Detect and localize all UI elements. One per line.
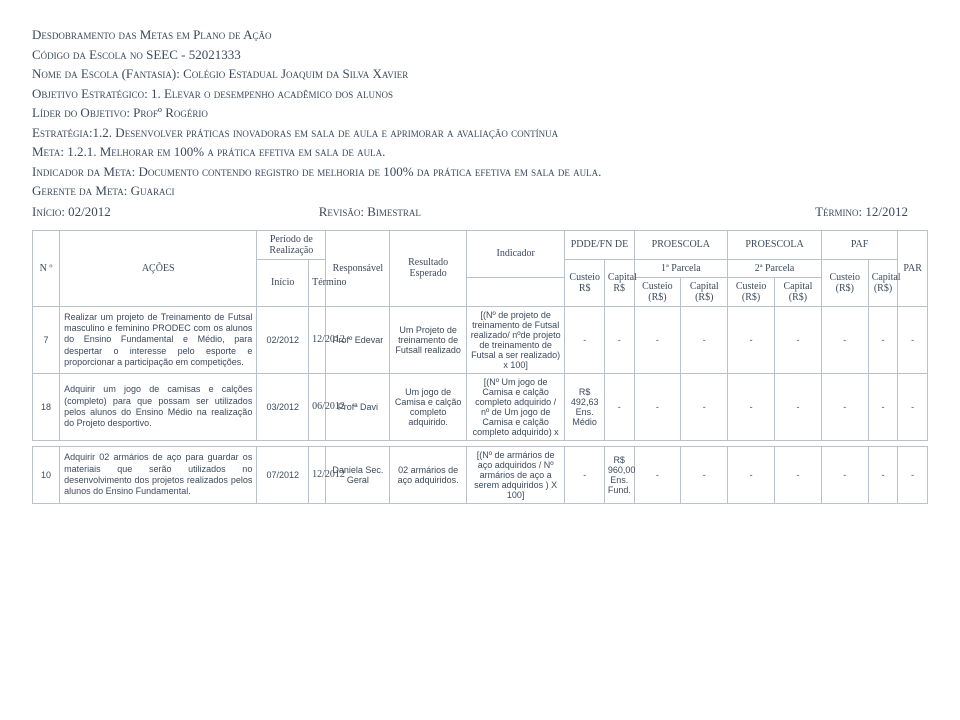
cell-c3: - bbox=[634, 373, 681, 440]
plan-table: N º AÇÕES Período de Realização Responsá… bbox=[32, 230, 928, 504]
cell-c3: - bbox=[634, 306, 681, 373]
table-row: 10 Adquirir 02 armários de aço para guar… bbox=[33, 446, 928, 503]
header-l6: Estratégia:1.2. Desenvolver práticas ino… bbox=[32, 124, 928, 142]
cell-res: 02 armários de aço adquiridos. bbox=[390, 446, 466, 503]
termino-label: Término: 12/2012 bbox=[641, 204, 928, 220]
cell-c2: - bbox=[604, 373, 634, 440]
table-head: N º AÇÕES Período de Realização Responsá… bbox=[33, 230, 928, 306]
cell-c4: - bbox=[681, 373, 728, 440]
cell-n: 7 bbox=[33, 306, 60, 373]
cell-ini: 02/2012 bbox=[257, 306, 309, 373]
revision-line: Início: 02/2012 Revisão: Bimestral Térmi… bbox=[32, 204, 928, 220]
cell-c7: - bbox=[821, 306, 868, 373]
cell-ind: [(Nº Um jogo de Camisa e calção completo… bbox=[466, 373, 565, 440]
col-p2: 2ª Parcela bbox=[728, 259, 822, 277]
col-periodo: Período de Realização bbox=[257, 230, 326, 259]
revisao-label: Revisão: Bimestral bbox=[319, 204, 642, 220]
col-paf-capital: Capital (R$) bbox=[868, 259, 898, 306]
cell-ind: [(Nº de projeto de treinamento de Futsal… bbox=[466, 306, 565, 373]
cell-ini: 07/2012 bbox=[257, 446, 309, 503]
cell-n: 10 bbox=[33, 446, 60, 503]
cell-c1: R$ 492,63 Ens. Médio bbox=[565, 373, 604, 440]
cell-c9: - bbox=[898, 446, 928, 503]
cell-c5: - bbox=[728, 446, 775, 503]
table-row: 18 Adquirir um jogo de camisas e calções… bbox=[33, 373, 928, 440]
col-n: N º bbox=[33, 230, 60, 306]
col-acoes: AÇÕES bbox=[60, 230, 257, 306]
col-paf: PAF bbox=[821, 230, 897, 259]
cell-c5: - bbox=[728, 373, 775, 440]
cell-c9: - bbox=[898, 373, 928, 440]
col-p2-custeio: Custeio (R$) bbox=[728, 277, 775, 306]
col-p2-capital: Capital (R$) bbox=[775, 277, 822, 306]
cell-ini: 03/2012 bbox=[257, 373, 309, 440]
cell-c2: R$ 960,00 Ens. Fund. bbox=[604, 446, 634, 503]
cell-c7: - bbox=[821, 373, 868, 440]
cell-c6: - bbox=[775, 306, 822, 373]
inicio-label: Início: 02/2012 bbox=[32, 204, 319, 220]
col-proescola1: PROESCOLA bbox=[634, 230, 728, 259]
col-inicio: Início bbox=[257, 259, 309, 306]
cell-c8: - bbox=[868, 306, 898, 373]
header-l3: Nome da Escola (Fantasia): Colégio Estad… bbox=[32, 65, 928, 83]
col-proescola2: PROESCOLA bbox=[728, 230, 822, 259]
cell-c5: - bbox=[728, 306, 775, 373]
cell-c2: - bbox=[604, 306, 634, 373]
col-indicador: Indicador bbox=[466, 230, 565, 277]
header-l8: Indicador da Meta: Documento contendo re… bbox=[32, 163, 928, 181]
col-p1-custeio: Custeio (R$) bbox=[634, 277, 681, 306]
cell-c9: - bbox=[898, 306, 928, 373]
cell-c1: - bbox=[565, 446, 604, 503]
cell-c4: - bbox=[681, 306, 728, 373]
cell-c6: - bbox=[775, 373, 822, 440]
col-custeio: Custeio R$ bbox=[565, 259, 604, 306]
col-p1-capital: Capital (R$) bbox=[681, 277, 728, 306]
cell-resp: Profº Edevar bbox=[326, 306, 390, 373]
cell-n: 18 bbox=[33, 373, 60, 440]
cell-c8: - bbox=[868, 373, 898, 440]
col-p1: 1ª Parcela bbox=[634, 259, 728, 277]
table-body: 7 Realizar um projeto de Treinamento de … bbox=[33, 306, 928, 503]
col-termino: Término bbox=[309, 259, 326, 306]
cell-acao: Realizar um projeto de Treinamento de Fu… bbox=[60, 306, 257, 373]
cell-c3: - bbox=[634, 446, 681, 503]
cell-ind: [(Nº de armários de aço adquiridos / Nº … bbox=[466, 446, 565, 503]
cell-ter: 12/2012 bbox=[309, 306, 326, 373]
cell-c6: - bbox=[775, 446, 822, 503]
cell-c1: - bbox=[565, 306, 604, 373]
cell-res: Um jogo de Camisa e calção completo adqu… bbox=[390, 373, 466, 440]
header-l5: Líder do Objetivo: Profº Rogério bbox=[32, 104, 928, 122]
table-row: 7 Realizar um projeto de Treinamento de … bbox=[33, 306, 928, 373]
col-par: PAR bbox=[898, 230, 928, 306]
cell-c8: - bbox=[868, 446, 898, 503]
col-resultado: Resultado Esperado bbox=[390, 230, 466, 306]
cell-acao: Adquirir 02 armários de aço para guardar… bbox=[60, 446, 257, 503]
header-l9: Gerente da Meta: Guaraci bbox=[32, 182, 928, 200]
col-capital: Capital R$ bbox=[604, 259, 634, 306]
header-l4: Objetivo Estratégico: 1. Elevar o desemp… bbox=[32, 85, 928, 103]
cell-ter: 06/2012 bbox=[309, 373, 326, 440]
col-responsavel: Responsável bbox=[326, 230, 390, 306]
cell-acao: Adquirir um jogo de camisas e calções (c… bbox=[60, 373, 257, 440]
col-paf-custeio: Custeio (R$) bbox=[821, 259, 868, 306]
col-pdde: PDDE/FN DE bbox=[565, 230, 634, 259]
document-header: Desdobramento das Metas em Plano de Ação… bbox=[32, 26, 928, 220]
cell-c7: - bbox=[821, 446, 868, 503]
cell-c4: - bbox=[681, 446, 728, 503]
cell-res: Um Projeto de treinamento de Futsall rea… bbox=[390, 306, 466, 373]
header-l1: Desdobramento das Metas em Plano de Ação bbox=[32, 26, 928, 44]
cell-ter: 12/2012 bbox=[309, 446, 326, 503]
header-l2: Código da Escola no SEEC - 52021333 bbox=[32, 46, 928, 64]
header-l7: Meta: 1.2.1. Melhorar em 100% a prática … bbox=[32, 143, 928, 161]
